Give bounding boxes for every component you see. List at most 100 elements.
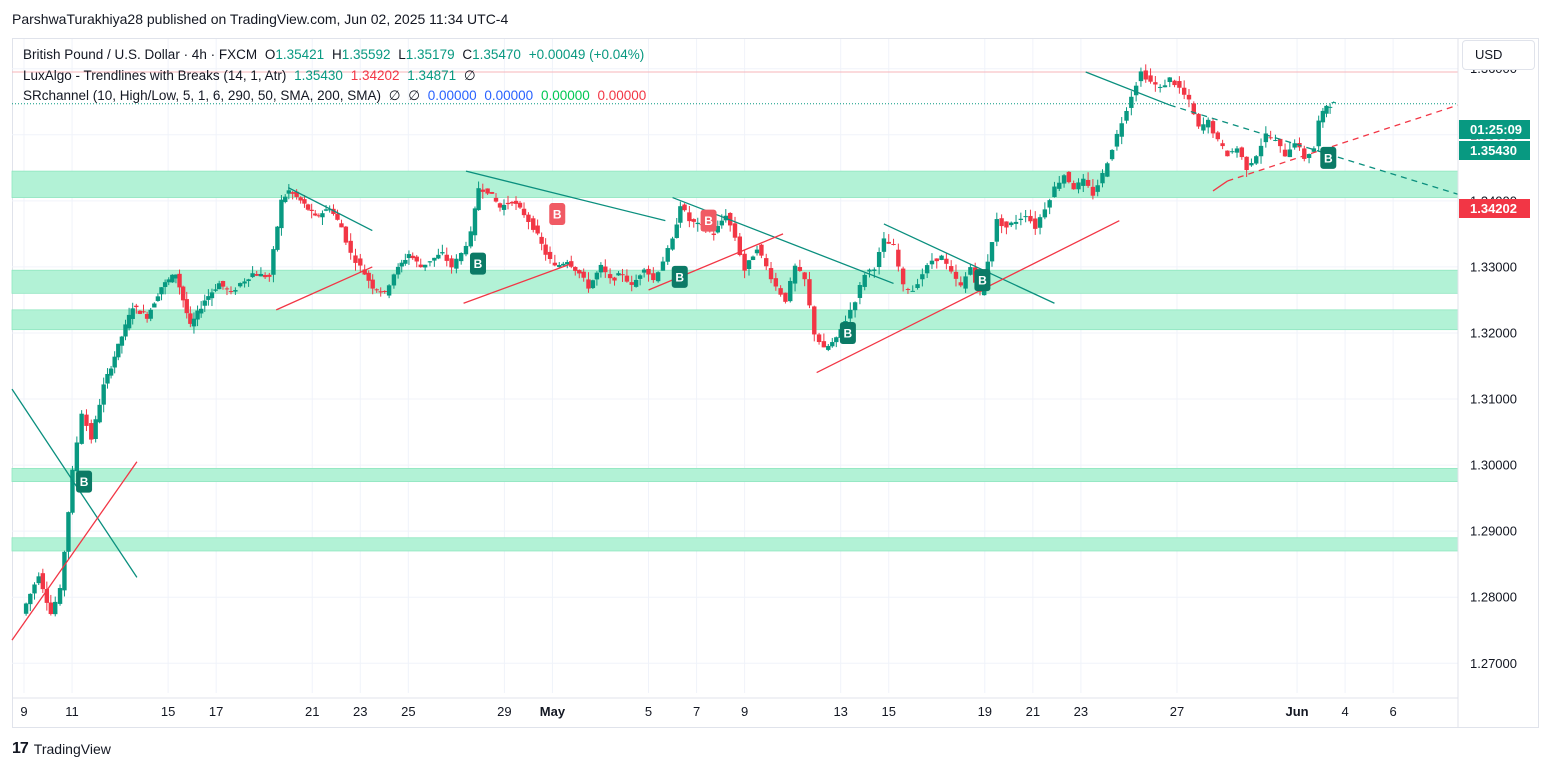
trendline-support [275,266,373,311]
candle-body [1210,121,1216,134]
candle-body [370,279,375,289]
candle-body [1133,85,1139,96]
candle-body [1181,87,1187,95]
candle-body [552,262,558,266]
trendline-support [11,461,138,641]
candle-body [573,266,578,271]
candle-body [485,188,490,194]
price-tick-label: 1.27000 [1470,656,1517,671]
break-marker-label: B [704,214,713,228]
indicator-2-value-1: 0.00000 [427,88,477,103]
break-markers: B B B B B B B B [76,146,1337,493]
break-marker-label: B [474,257,483,271]
candle-body [327,209,332,211]
candle-body [1230,151,1235,153]
candle-body [1114,133,1120,147]
price-tick-label: 1.33000 [1470,259,1517,274]
candle-body [1201,124,1206,131]
price-lines [12,71,1458,105]
candle-body [399,262,404,267]
break-marker [76,470,93,493]
candle-body [1157,86,1163,88]
candle-body [737,236,743,255]
candle-body [695,222,700,225]
candle-body [1292,143,1297,148]
candle-body [1028,215,1033,222]
candle-body [655,272,661,282]
candle-body [84,414,89,426]
candle-body [1018,218,1024,220]
break-marker [671,265,688,288]
indicator-2-empty-1: ∅ [388,88,401,103]
candle-body [444,254,449,261]
candle-body [283,196,288,203]
candle-body [989,242,995,262]
candle-body [934,258,939,262]
candle-body [1196,113,1201,127]
sr-zone [11,309,1459,331]
candle-body [857,285,863,298]
trendline-resistance [1085,71,1170,106]
candle-body [454,258,459,269]
candle-body [216,283,222,290]
candle-body [1316,120,1321,147]
candle-body [768,268,774,280]
candle-body [788,280,793,302]
candle-body [1273,139,1278,141]
legend-indicator-1[interactable]: LuxAlgo - Trendlines with Breaks (14, 1,… [23,66,650,87]
tradingview-logo[interactable]: 17 TradingView [12,740,111,758]
legend-symbol-row[interactable]: British Pound / U.S. Dollar · 4h · FXCM … [23,45,650,66]
candle-body [742,253,747,271]
candle-body [900,268,906,285]
candle-body [1100,173,1105,184]
candle-body [612,277,617,281]
candle-body [1013,221,1019,224]
candle-body [616,273,621,276]
candle-body [594,272,600,280]
candle-body [637,275,643,279]
legend-indicator-2[interactable]: SRchannel (10, High/Low, 5, 1, 6, 290, 5… [23,86,650,107]
candle-body [286,190,292,194]
candle-body [298,197,303,201]
time-tick-label: 6 [1390,704,1397,719]
currency-button[interactable]: USD [1462,40,1535,70]
candle-body [458,253,464,262]
break-marker-label: B [844,326,853,340]
time-tick-label: May [540,704,566,719]
candle-body [89,423,94,440]
chart-legend: British Pound / U.S. Dollar · 4h · FXCM … [23,45,650,107]
open-label: O [264,47,276,62]
candle-body [754,249,760,254]
candle-body [220,280,226,287]
break-marker [700,209,717,232]
candle-body [480,189,485,192]
candle-body [250,273,255,278]
candle-body [436,254,441,259]
candle-body [162,282,168,287]
price-tick-label: 1.32000 [1470,325,1517,340]
indicator-1-empty: ∅ [463,67,476,83]
price-tick-label: 1.30000 [1470,458,1517,473]
candle-body [1282,149,1288,157]
candle-body [44,589,50,603]
candle-body [547,251,553,259]
candle-body [535,225,540,234]
candle-body [213,289,218,291]
time-tick-label: 27 [1170,704,1184,719]
candle-body [517,202,523,208]
candle-body [237,283,243,287]
candle-body [108,368,114,376]
candle-body [382,290,387,292]
candle-body [501,204,507,210]
candle-body [660,261,666,271]
time-tick-label: 29 [497,704,511,719]
candle-body [920,274,925,280]
candle-body [188,313,193,324]
candle-body [999,218,1004,227]
candle-body [1047,200,1052,208]
time-tick-label: 13 [833,704,847,719]
sr-zone [11,537,1459,552]
candle-body [1057,182,1062,189]
candle-body [418,264,423,268]
